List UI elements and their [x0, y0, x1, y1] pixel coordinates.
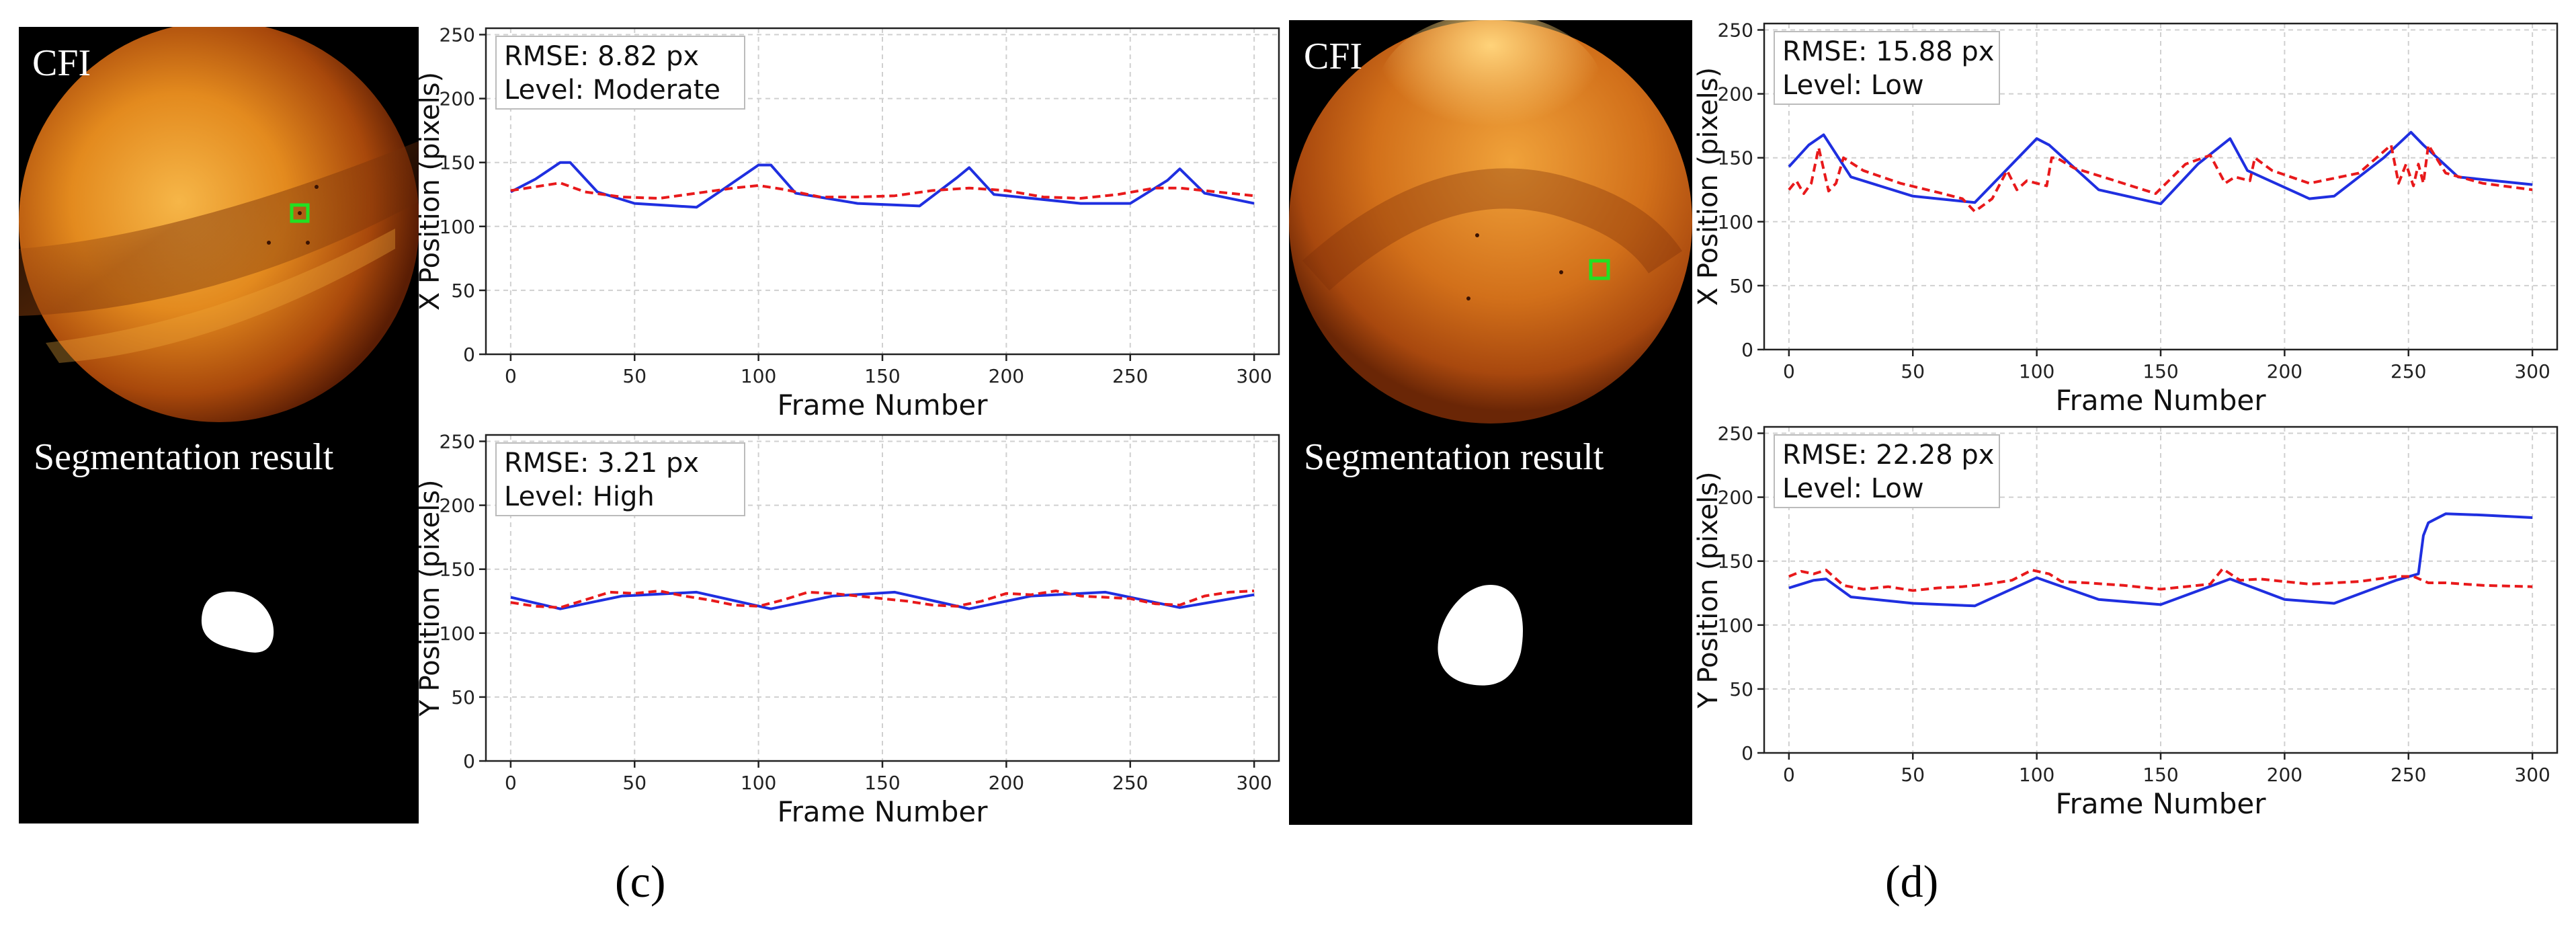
x-tick-label: 300: [1236, 365, 1272, 387]
y-tick-label: 250: [440, 24, 475, 46]
y-tick-label: 50: [451, 280, 475, 302]
x-tick-label: 150: [2143, 360, 2178, 383]
level-annotation: Level: Low: [1782, 70, 1924, 101]
y-tick-label: 100: [1718, 614, 1753, 637]
x-tick-label: 100: [741, 365, 776, 387]
rmse-annotation-box: [1774, 434, 2000, 508]
y-tick-label: 200: [1718, 487, 1753, 509]
segmentation-label: Segmentation result: [1304, 436, 1604, 478]
x-tick-label: 300: [1236, 772, 1272, 794]
x-axis-label: Frame Number: [778, 795, 989, 828]
level-annotation: Level: High: [504, 481, 655, 512]
x-axis-label: Frame Number: [778, 389, 989, 421]
x-tick-label: 0: [1783, 764, 1795, 786]
x-tick-label: 200: [2267, 764, 2302, 786]
series-prediction-line: [510, 182, 1255, 200]
caption-c: (c): [615, 856, 666, 907]
x-tick-label: 50: [1901, 764, 1925, 786]
rmse-annotation-box: [495, 36, 745, 110]
chart-c-x-position: 0 50 100 150 200 250 300 0 50 100 150 200 250 Frame N…: [415, 24, 1280, 421]
y-axis-label: Y Position (pixels): [1693, 471, 1724, 709]
x-tick-label: 250: [1112, 365, 1148, 387]
y-tick-label: 250: [1718, 423, 1753, 445]
y-axis-label: Y Position (pixels): [415, 479, 446, 717]
x-tick-label: 200: [2267, 360, 2302, 383]
y-tick-label: 0: [463, 344, 475, 366]
y-tick-label: 150: [1718, 147, 1753, 169]
y-axis-label: X Position (pixels): [415, 72, 446, 311]
x-tick-label: 200: [989, 772, 1024, 794]
y-tick-label: 50: [451, 686, 475, 709]
chart-c-y-position: 0 50 100 150 200 250 300 0 50 100 150 200 250 Frame N…: [415, 431, 1280, 828]
chart-d-y-position: 0 50 100 150 200 250 300 0 50 100 150 200 250 Frame N…: [1693, 423, 2559, 820]
cfi-fundus-c: [19, 27, 419, 422]
cfi-fundus-d: [1289, 20, 1692, 424]
segmentation-image-d: Segmentation result: [1289, 424, 1692, 825]
cfi-image-c: CFI: [19, 27, 419, 424]
rmse-annotation-box: [495, 442, 745, 516]
y-tick-label: 200: [1718, 83, 1753, 106]
level-annotation: Level: Low: [1782, 473, 1924, 504]
y-tick-label: 0: [463, 750, 475, 772]
series-ground-truth-line: [1788, 130, 2533, 206]
series-prediction-line: [510, 590, 1255, 609]
x-tick-label: 0: [1783, 360, 1795, 383]
x-tick-label: 300: [2514, 360, 2550, 383]
y-tick-label: 150: [440, 152, 475, 174]
x-tick-label: 250: [2391, 764, 2426, 786]
segmentation-mask-d: [1438, 585, 1523, 686]
x-tick-label: 50: [622, 772, 647, 794]
caption-d: (d): [1885, 856, 1939, 907]
cfi-label: CFI: [32, 42, 91, 84]
rmse-annotation: RMSE: 8.82 px: [504, 41, 699, 72]
x-tick-label: 0: [505, 365, 517, 387]
rmse-annotation: RMSE: 15.88 px: [1782, 36, 1994, 67]
series-ground-truth-line: [1788, 512, 2533, 608]
y-tick-label: 0: [1741, 742, 1753, 764]
segmentation-label: Segmentation result: [34, 436, 334, 478]
x-tick-label: 50: [622, 365, 647, 387]
x-tick-label: 0: [505, 772, 517, 794]
rmse-annotation-box: [1774, 31, 2000, 105]
series-ground-truth-line: [510, 590, 1255, 610]
y-tick-label: 150: [440, 559, 475, 581]
chart-d-x-position: 0 50 100 150 200 250 300 0 50 100 150 200 250 Frame N…: [1693, 19, 2559, 417]
segmentation-mask-c: [201, 592, 274, 653]
y-tick-label: 50: [1729, 275, 1753, 297]
x-tick-label: 150: [2143, 764, 2178, 786]
x-tick-label: 100: [2019, 764, 2054, 786]
level-annotation: Level: Moderate: [504, 75, 720, 106]
x-axis-label: Frame Number: [2056, 384, 2267, 417]
y-tick-label: 250: [440, 431, 475, 453]
tracking-marker-c: [290, 203, 310, 223]
x-tick-label: 300: [2514, 764, 2550, 786]
y-tick-label: 100: [440, 216, 475, 238]
rmse-annotation: RMSE: 3.21 px: [504, 448, 699, 479]
rmse-annotation: RMSE: 22.28 px: [1782, 440, 1994, 471]
x-tick-label: 100: [741, 772, 776, 794]
y-tick-label: 150: [1718, 551, 1753, 573]
y-tick-label: 250: [1718, 19, 1753, 42]
x-tick-label: 150: [864, 772, 900, 794]
x-tick-label: 200: [989, 365, 1024, 387]
y-tick-label: 100: [1718, 211, 1753, 233]
y-tick-label: 50: [1729, 678, 1753, 700]
x-tick-label: 50: [1901, 360, 1925, 383]
segmentation-image-c: Segmentation result: [19, 424, 419, 823]
y-axis-label: X Position (pixels): [1693, 67, 1724, 306]
x-tick-label: 250: [2391, 360, 2426, 383]
y-tick-label: 100: [440, 622, 475, 645]
y-tick-label: 0: [1741, 339, 1753, 361]
series-prediction-line: [1788, 567, 2533, 592]
cfi-label: CFI: [1304, 36, 1363, 77]
x-tick-label: 100: [2019, 360, 2054, 383]
y-tick-label: 200: [440, 495, 475, 517]
tracking-marker-d: [1589, 259, 1610, 280]
x-axis-label: Frame Number: [2056, 787, 2267, 820]
series-prediction-line: [1788, 143, 2533, 213]
x-tick-label: 150: [864, 365, 900, 387]
cfi-image-d: CFI: [1289, 20, 1692, 424]
y-tick-label: 200: [440, 88, 475, 110]
x-tick-label: 250: [1112, 772, 1148, 794]
